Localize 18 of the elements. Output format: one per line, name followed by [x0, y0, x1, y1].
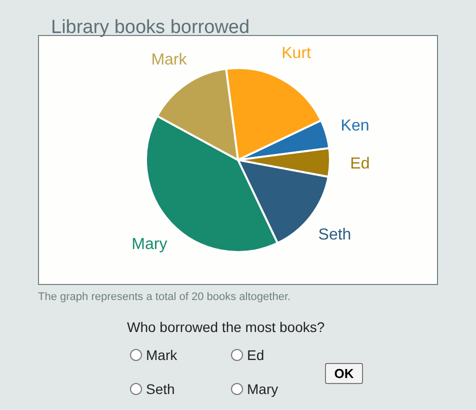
- slice-label: Kurt: [282, 44, 312, 62]
- radio-button[interactable]: [130, 349, 142, 361]
- text: Ed: [247, 347, 264, 363]
- slice-label: Seth: [318, 226, 352, 244]
- text: Mary: [247, 381, 278, 397]
- slice-label: Ken: [340, 117, 370, 134]
- slice-label: Ed: [350, 155, 370, 172]
- text: Mark: [146, 347, 178, 363]
- text: Seth: [146, 381, 175, 397]
- ok-button[interactable]: OK: [325, 363, 363, 384]
- text: Who borrowed the most books?: [127, 319, 325, 335]
- radio-button[interactable]: [231, 383, 243, 395]
- radio-button[interactable]: [130, 383, 142, 395]
- slice-label: Mary: [132, 236, 168, 253]
- chart-title: Library books borrowed: [51, 17, 250, 38]
- radio-button[interactable]: [231, 349, 243, 361]
- slice-label: Mark: [151, 51, 188, 68]
- text: The graph represents a total of 20 books altogether.: [38, 291, 291, 303]
